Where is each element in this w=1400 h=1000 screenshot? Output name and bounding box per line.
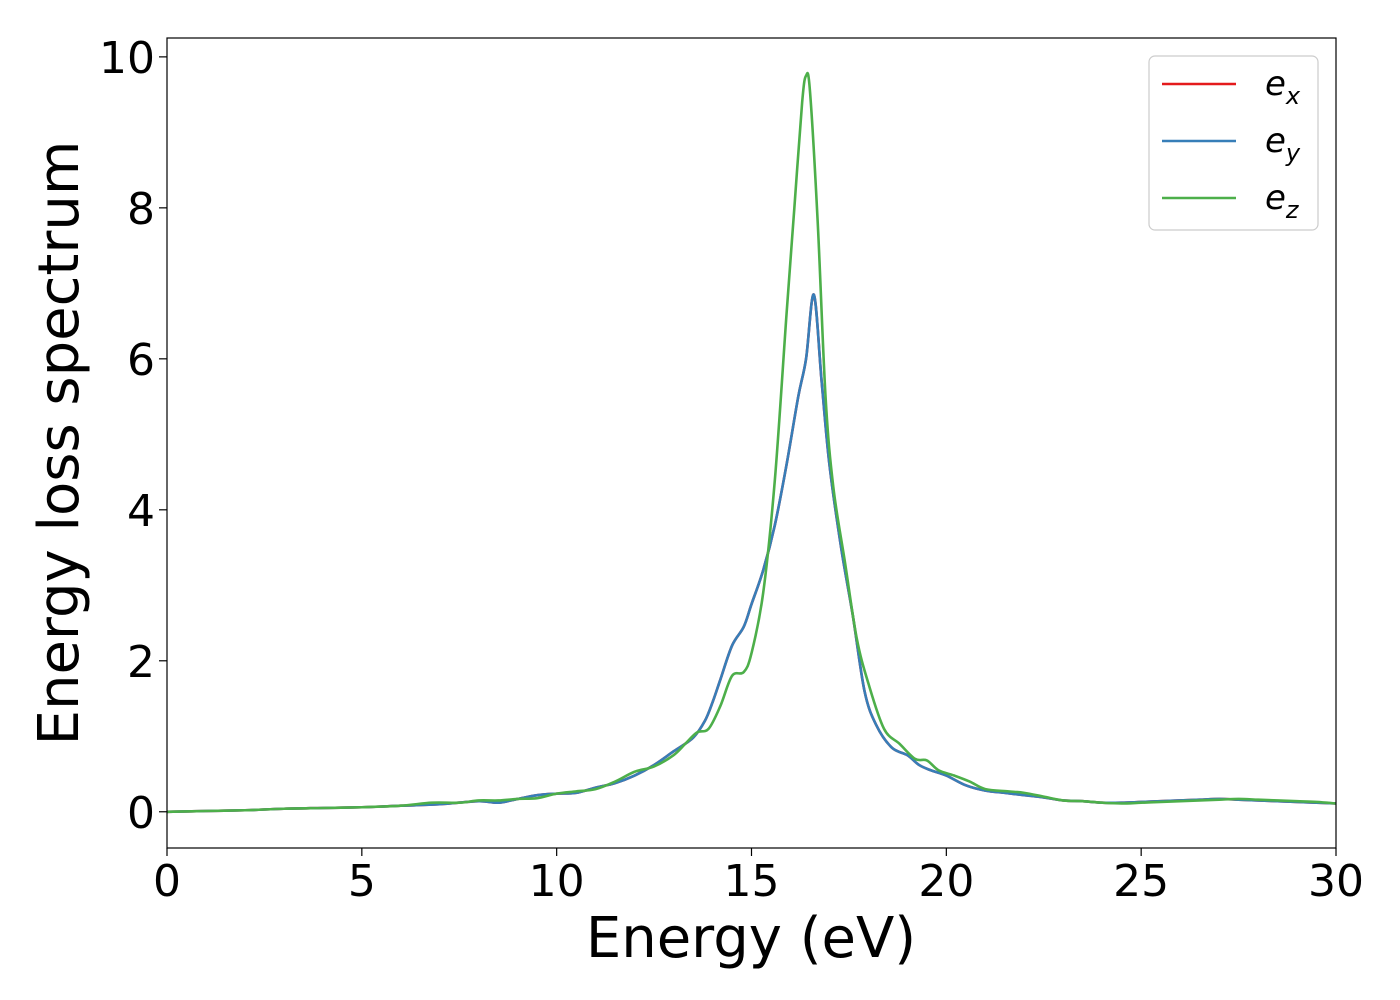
y-tick-label: 10 bbox=[99, 33, 155, 84]
y-tick-label: 6 bbox=[127, 335, 155, 386]
legend-label-ex: ex bbox=[1265, 64, 1301, 110]
y-tick-label: 0 bbox=[127, 788, 155, 839]
x-tick-label: 0 bbox=[153, 856, 181, 907]
plot-area bbox=[166, 37, 1337, 849]
series-line-ez bbox=[167, 71, 1336, 814]
legend-label-ey: ey bbox=[1265, 121, 1301, 167]
y-tick-label: 4 bbox=[127, 486, 155, 537]
y-axis: 0 2 4 6 8 10 bbox=[99, 33, 167, 839]
x-axis-label: Energy (eV) bbox=[586, 906, 916, 971]
x-tick-label: 5 bbox=[348, 856, 376, 907]
y-axis-label: Energy loss spectrum bbox=[27, 141, 92, 746]
x-axis: 0 5 10 15 20 25 30 bbox=[153, 848, 1364, 907]
x-tick-label: 30 bbox=[1308, 856, 1364, 907]
legend-label-ez: ez bbox=[1265, 178, 1300, 224]
x-tick-label: 20 bbox=[918, 856, 974, 907]
x-tick-label: 10 bbox=[529, 856, 585, 907]
y-tick-label: 2 bbox=[127, 637, 155, 688]
y-tick-label: 8 bbox=[127, 184, 155, 235]
x-tick-label: 25 bbox=[1113, 856, 1169, 907]
legend: ex ey ez bbox=[1148, 55, 1319, 231]
series-layer bbox=[167, 71, 1336, 814]
x-tick-label: 15 bbox=[724, 856, 780, 907]
legend-box bbox=[1148, 55, 1319, 231]
